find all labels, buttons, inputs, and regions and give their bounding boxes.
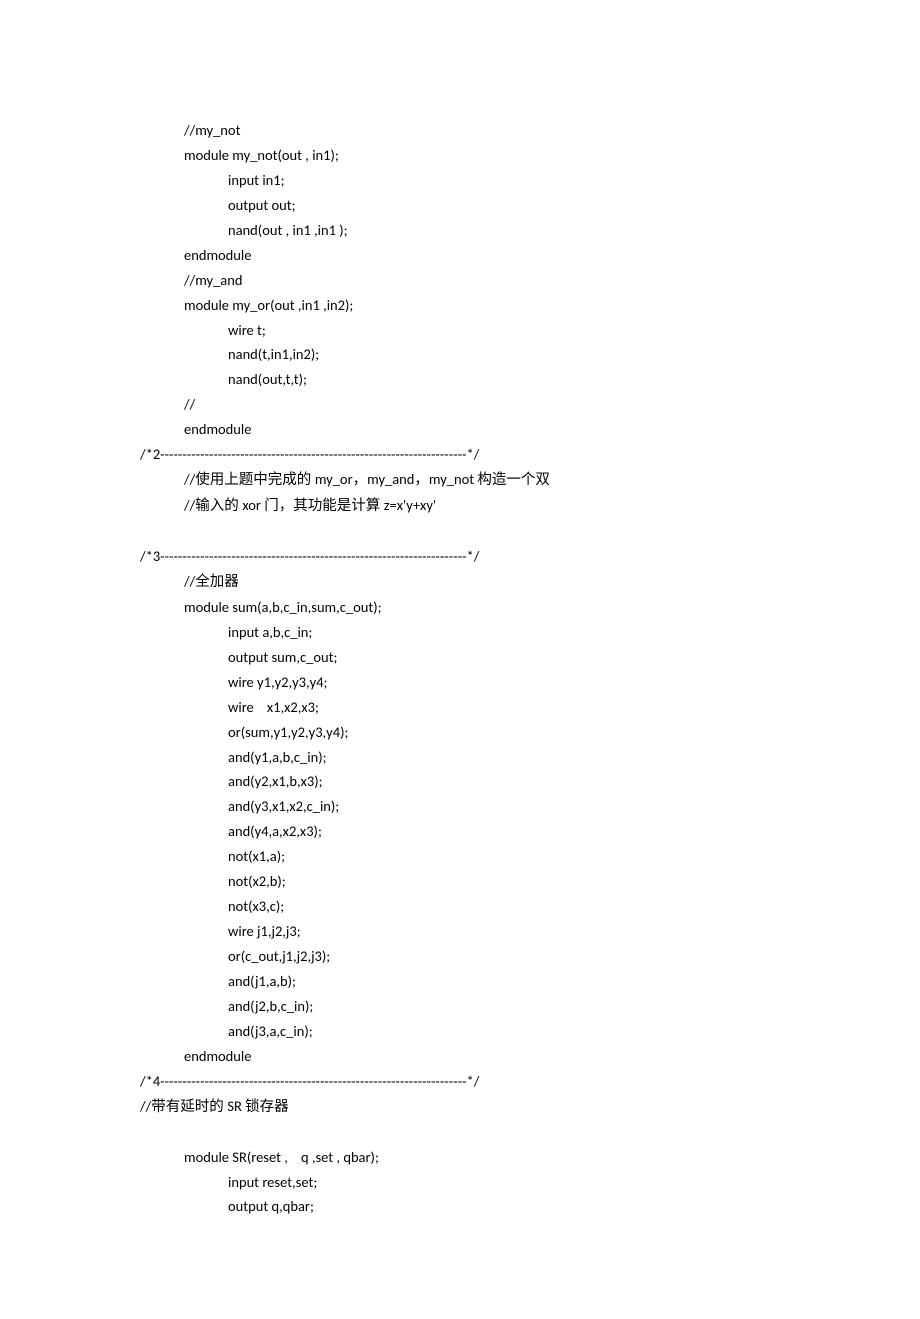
code-line: endmodule <box>140 1044 780 1069</box>
code-line: wire j1,j2,j3; <box>140 919 780 944</box>
code-line: not(x1,a); <box>140 844 780 869</box>
cjk-text: 全加器 <box>195 574 239 590</box>
code-line: wire t; <box>140 318 780 343</box>
code-line: not(x3,c); <box>140 894 780 919</box>
latin-text: my_or <box>315 470 353 488</box>
cjk-text: 带有延时的 <box>151 1099 227 1115</box>
code-line: //使用上题中完成的 my_or，my_and，my_not 构造一个双 <box>140 467 780 493</box>
cjk-text: ， <box>414 472 429 488</box>
code-line: wire x1,x2,x3; <box>140 695 780 720</box>
blank-line <box>140 1120 780 1145</box>
blank-line <box>140 519 780 544</box>
code-line: nand(out,t,t); <box>140 367 780 392</box>
code-line: output out; <box>140 193 780 218</box>
latin-text: xor <box>242 496 264 514</box>
code-line: endmodule <box>140 417 780 442</box>
code-line: and(y4,a,x2,x3); <box>140 819 780 844</box>
code-line: /*4-------------------------------------… <box>140 1069 780 1094</box>
code-line: or(c_out,j1,j2,j3); <box>140 944 780 969</box>
code-line: nand(out , in1 ,in1 ); <box>140 218 780 243</box>
code-line: and(y2,x1,b,x3); <box>140 769 780 794</box>
latin-text: // <box>184 496 195 514</box>
latin-text: my_and <box>367 470 414 488</box>
code-line: module sum(a,b,c_in,sum,c_out); <box>140 595 780 620</box>
latin-text: // <box>184 572 195 590</box>
cjk-text: ， <box>353 472 368 488</box>
code-line: and(y3,x1,x2,c_in); <box>140 794 780 819</box>
code-line: /*3-------------------------------------… <box>140 544 780 569</box>
cjk-text: 使用上题中完成的 <box>195 472 315 488</box>
code-line: and(j2,b,c_in); <box>140 994 780 1019</box>
latin-text: my_not <box>429 470 478 488</box>
code-line: /*2-------------------------------------… <box>140 442 780 467</box>
code-line: and(j3,a,c_in); <box>140 1019 780 1044</box>
code-line: //my_and <box>140 268 780 293</box>
code-line: and(y1,a,b,c_in); <box>140 745 780 770</box>
cjk-text: 输入的 <box>195 498 242 514</box>
document-page: //my_notmodule my_not(out , in1);input i… <box>0 0 920 1319</box>
code-line: input reset,set; <box>140 1170 780 1195</box>
code-line: output q,qbar; <box>140 1194 780 1219</box>
code-line: //带有延时的 SR 锁存器 <box>140 1094 780 1120</box>
code-line: and(j1,a,b); <box>140 969 780 994</box>
code-line: module my_not(out , in1); <box>140 143 780 168</box>
code-line: or(sum,y1,y2,y3,y4); <box>140 720 780 745</box>
cjk-text: 锁存器 <box>245 1099 289 1115</box>
code-line: //全加器 <box>140 569 780 595</box>
code-line: module SR(reset , q ,set , qbar); <box>140 1145 780 1170</box>
code-line: not(x2,b); <box>140 869 780 894</box>
code-line: //my_not <box>140 118 780 143</box>
cjk-text: 门，其功能是计算 <box>264 498 384 514</box>
code-line: wire y1,y2,y3,y4; <box>140 670 780 695</box>
code-line: input a,b,c_in; <box>140 620 780 645</box>
latin-text: // <box>184 470 195 488</box>
cjk-text: 构造一个双 <box>477 472 550 488</box>
latin-text: SR <box>227 1097 245 1115</box>
code-line: input in1; <box>140 168 780 193</box>
latin-text: // <box>140 1097 151 1115</box>
code-line: //输入的 xor 门，其功能是计算 z=x'y+xy' <box>140 493 780 519</box>
code-line: output sum,c_out; <box>140 645 780 670</box>
code-line: // <box>140 392 780 417</box>
code-line: module my_or(out ,in1 ,in2); <box>140 293 780 318</box>
latin-text: z=x'y+xy' <box>384 496 436 514</box>
code-line: nand(t,in1,in2); <box>140 342 780 367</box>
code-line: endmodule <box>140 243 780 268</box>
